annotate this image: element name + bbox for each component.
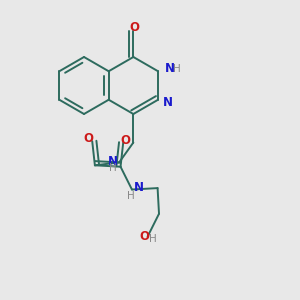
Text: O: O xyxy=(84,132,94,145)
Text: H: H xyxy=(109,164,116,173)
Text: O: O xyxy=(139,230,149,243)
Text: H: H xyxy=(173,64,181,74)
Text: O: O xyxy=(121,134,130,147)
Text: N: N xyxy=(107,155,118,168)
Text: N: N xyxy=(134,181,143,194)
Text: N: N xyxy=(163,96,172,109)
Text: N: N xyxy=(164,62,174,75)
Text: H: H xyxy=(149,234,157,244)
Text: O: O xyxy=(130,21,140,34)
Text: H: H xyxy=(127,190,135,200)
